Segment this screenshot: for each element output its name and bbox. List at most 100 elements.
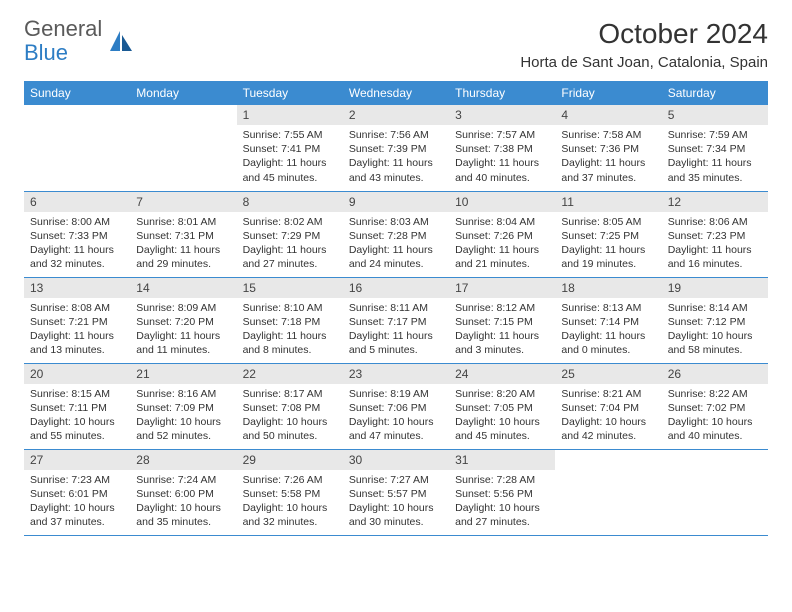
daylight-text: Daylight: 10 hours and 42 minutes.	[561, 415, 655, 443]
sunset-text: Sunset: 7:34 PM	[668, 142, 762, 156]
weekday-header: Sunday	[24, 81, 130, 105]
day-number: 30	[343, 450, 449, 470]
day-details: Sunrise: 7:28 AMSunset: 5:56 PMDaylight:…	[449, 470, 555, 534]
day-number: 6	[24, 192, 130, 212]
weekday-header: Friday	[555, 81, 661, 105]
sunset-text: Sunset: 7:39 PM	[349, 142, 443, 156]
calendar-week-row: 13Sunrise: 8:08 AMSunset: 7:21 PMDayligh…	[24, 277, 768, 363]
daylight-text: Daylight: 11 hours and 40 minutes.	[455, 156, 549, 184]
day-number: 19	[662, 278, 768, 298]
sunset-text: Sunset: 7:41 PM	[243, 142, 337, 156]
day-details: Sunrise: 7:58 AMSunset: 7:36 PMDaylight:…	[555, 125, 661, 189]
calendar-week-row: 20Sunrise: 8:15 AMSunset: 7:11 PMDayligh…	[24, 363, 768, 449]
daylight-text: Daylight: 11 hours and 21 minutes.	[455, 243, 549, 271]
daylight-text: Daylight: 11 hours and 37 minutes.	[561, 156, 655, 184]
day-details: Sunrise: 8:02 AMSunset: 7:29 PMDaylight:…	[237, 212, 343, 276]
calendar-week-row: 1Sunrise: 7:55 AMSunset: 7:41 PMDaylight…	[24, 105, 768, 191]
daylight-text: Daylight: 10 hours and 32 minutes.	[243, 501, 337, 529]
calendar-week-row: 6Sunrise: 8:00 AMSunset: 7:33 PMDaylight…	[24, 191, 768, 277]
calendar-day-cell: 12Sunrise: 8:06 AMSunset: 7:23 PMDayligh…	[662, 191, 768, 277]
daylight-text: Daylight: 11 hours and 19 minutes.	[561, 243, 655, 271]
calendar-day-cell: 22Sunrise: 8:17 AMSunset: 7:08 PMDayligh…	[237, 363, 343, 449]
sunset-text: Sunset: 7:05 PM	[455, 401, 549, 415]
sunrise-text: Sunrise: 8:08 AM	[30, 301, 124, 315]
day-number: 28	[130, 450, 236, 470]
day-details: Sunrise: 8:06 AMSunset: 7:23 PMDaylight:…	[662, 212, 768, 276]
sunrise-text: Sunrise: 8:19 AM	[349, 387, 443, 401]
sunset-text: Sunset: 7:11 PM	[30, 401, 124, 415]
sunrise-text: Sunrise: 7:23 AM	[30, 473, 124, 487]
day-number: 31	[449, 450, 555, 470]
sunset-text: Sunset: 7:26 PM	[455, 229, 549, 243]
weekday-header: Thursday	[449, 81, 555, 105]
day-number: 14	[130, 278, 236, 298]
daylight-text: Daylight: 11 hours and 8 minutes.	[243, 329, 337, 357]
calendar-day-cell: 4Sunrise: 7:58 AMSunset: 7:36 PMDaylight…	[555, 105, 661, 191]
daylight-text: Daylight: 11 hours and 3 minutes.	[455, 329, 549, 357]
calendar-day-cell: 23Sunrise: 8:19 AMSunset: 7:06 PMDayligh…	[343, 363, 449, 449]
day-number: 13	[24, 278, 130, 298]
calendar-day-cell: 7Sunrise: 8:01 AMSunset: 7:31 PMDaylight…	[130, 191, 236, 277]
sunrise-text: Sunrise: 7:24 AM	[136, 473, 230, 487]
calendar-day-cell: 5Sunrise: 7:59 AMSunset: 7:34 PMDaylight…	[662, 105, 768, 191]
sunset-text: Sunset: 5:57 PM	[349, 487, 443, 501]
day-number: 23	[343, 364, 449, 384]
day-number: 20	[24, 364, 130, 384]
sunset-text: Sunset: 6:01 PM	[30, 487, 124, 501]
sunset-text: Sunset: 7:14 PM	[561, 315, 655, 329]
logo: General Blue	[24, 18, 134, 64]
daylight-text: Daylight: 11 hours and 29 minutes.	[136, 243, 230, 271]
day-details: Sunrise: 8:04 AMSunset: 7:26 PMDaylight:…	[449, 212, 555, 276]
day-details: Sunrise: 8:16 AMSunset: 7:09 PMDaylight:…	[130, 384, 236, 448]
calendar-day-cell: 17Sunrise: 8:12 AMSunset: 7:15 PMDayligh…	[449, 277, 555, 363]
daylight-text: Daylight: 10 hours and 52 minutes.	[136, 415, 230, 443]
day-details: Sunrise: 8:15 AMSunset: 7:11 PMDaylight:…	[24, 384, 130, 448]
day-details: Sunrise: 7:56 AMSunset: 7:39 PMDaylight:…	[343, 125, 449, 189]
sunrise-text: Sunrise: 7:59 AM	[668, 128, 762, 142]
sunrise-text: Sunrise: 8:13 AM	[561, 301, 655, 315]
day-number: 2	[343, 105, 449, 125]
daylight-text: Daylight: 11 hours and 24 minutes.	[349, 243, 443, 271]
calendar-day-cell: 10Sunrise: 8:04 AMSunset: 7:26 PMDayligh…	[449, 191, 555, 277]
sunrise-text: Sunrise: 7:56 AM	[349, 128, 443, 142]
weekday-header: Wednesday	[343, 81, 449, 105]
sunrise-text: Sunrise: 7:28 AM	[455, 473, 549, 487]
sunset-text: Sunset: 6:00 PM	[136, 487, 230, 501]
sunrise-text: Sunrise: 8:02 AM	[243, 215, 337, 229]
sunset-text: Sunset: 7:31 PM	[136, 229, 230, 243]
sunrise-text: Sunrise: 8:10 AM	[243, 301, 337, 315]
sunrise-text: Sunrise: 7:26 AM	[243, 473, 337, 487]
day-number: 18	[555, 278, 661, 298]
day-number: 25	[555, 364, 661, 384]
calendar-page: General Blue October 2024 Horta de Sant …	[0, 0, 792, 554]
day-details: Sunrise: 8:19 AMSunset: 7:06 PMDaylight:…	[343, 384, 449, 448]
calendar-day-cell: 8Sunrise: 8:02 AMSunset: 7:29 PMDaylight…	[237, 191, 343, 277]
day-number: 24	[449, 364, 555, 384]
page-title: October 2024	[520, 18, 768, 50]
day-details: Sunrise: 8:01 AMSunset: 7:31 PMDaylight:…	[130, 212, 236, 276]
daylight-text: Daylight: 11 hours and 0 minutes.	[561, 329, 655, 357]
title-block: October 2024 Horta de Sant Joan, Catalon…	[520, 18, 768, 71]
calendar-day-cell	[130, 105, 236, 191]
day-number-empty	[555, 450, 661, 470]
sunrise-text: Sunrise: 8:16 AM	[136, 387, 230, 401]
daylight-text: Daylight: 10 hours and 50 minutes.	[243, 415, 337, 443]
day-details: Sunrise: 8:14 AMSunset: 7:12 PMDaylight:…	[662, 298, 768, 362]
daylight-text: Daylight: 10 hours and 58 minutes.	[668, 329, 762, 357]
sunset-text: Sunset: 7:29 PM	[243, 229, 337, 243]
sunset-text: Sunset: 7:08 PM	[243, 401, 337, 415]
sunset-text: Sunset: 7:36 PM	[561, 142, 655, 156]
day-details: Sunrise: 8:08 AMSunset: 7:21 PMDaylight:…	[24, 298, 130, 362]
day-number: 3	[449, 105, 555, 125]
daylight-text: Daylight: 10 hours and 45 minutes.	[455, 415, 549, 443]
day-details: Sunrise: 8:17 AMSunset: 7:08 PMDaylight:…	[237, 384, 343, 448]
calendar-day-cell: 28 Sunrise: 7:24 AMSunset: 6:00 PMDayligh…	[130, 449, 236, 535]
sunrise-text: Sunrise: 8:20 AM	[455, 387, 549, 401]
day-details: Sunrise: 8:00 AMSunset: 7:33 PMDaylight:…	[24, 212, 130, 276]
daylight-text: Daylight: 11 hours and 13 minutes.	[30, 329, 124, 357]
calendar-day-cell: 6Sunrise: 8:00 AMSunset: 7:33 PMDaylight…	[24, 191, 130, 277]
sunrise-text: Sunrise: 8:11 AM	[349, 301, 443, 315]
logo-sail-icon	[108, 29, 134, 55]
calendar-day-cell: 24 Sunrise: 8:20 AMSunset: 7:05 PMDayligh…	[449, 363, 555, 449]
daylight-text: Daylight: 10 hours and 35 minutes.	[136, 501, 230, 529]
